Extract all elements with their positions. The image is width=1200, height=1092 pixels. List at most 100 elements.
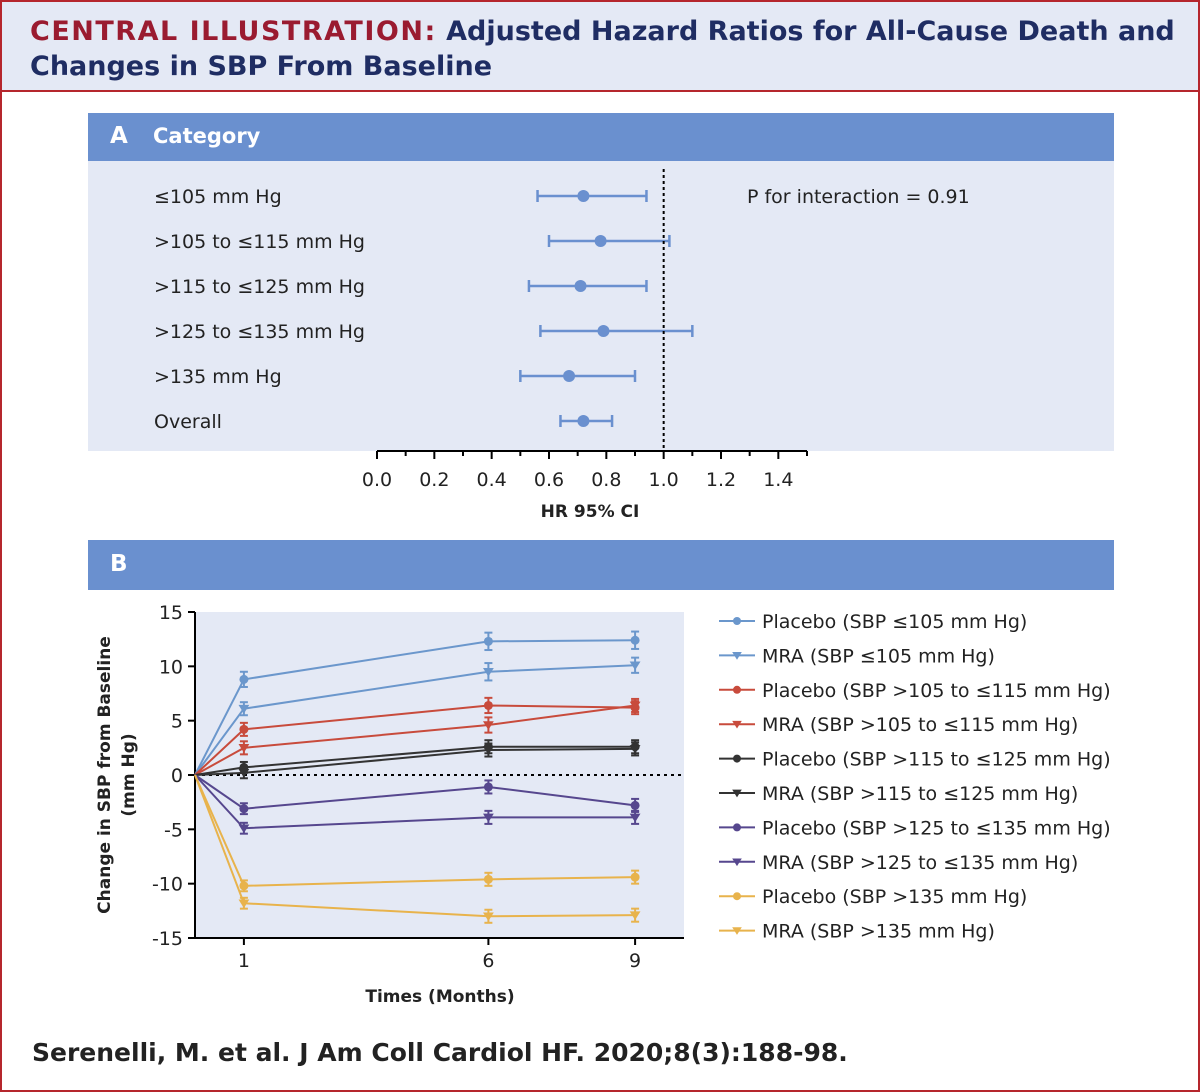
citation: Serenelli, M. et al. J Am Coll Cardiol H… (32, 1038, 848, 1067)
y-tick-label: 10 (159, 656, 183, 678)
x-tick-label: 0.2 (419, 469, 449, 491)
series-line (194, 774, 636, 918)
legend-label: Placebo (SBP ≤105 mm Hg) (762, 611, 1027, 633)
panel-a-letter: A (110, 123, 128, 149)
circle-marker (239, 724, 249, 734)
header: CENTRAL ILLUSTRATION: Adjusted Hazard Ra… (2, 2, 1198, 92)
legend-label: MRA (SBP >125 to ≤135 mm Hg) (762, 852, 1078, 874)
legend-item: Placebo (SBP >125 to ≤135 mm Hg) (719, 817, 1111, 839)
x-axis-title: Times (Months) (365, 987, 514, 1007)
triangle-marker (732, 720, 742, 729)
category-label: ≤105 mm Hg (154, 186, 282, 208)
series-line (194, 704, 636, 776)
circle-marker (483, 874, 493, 884)
y-tick-label: -10 (152, 874, 183, 896)
x-tick-label: 9 (629, 950, 641, 972)
circle-marker (630, 635, 640, 645)
triangle-marker (238, 824, 250, 834)
triangle-marker (629, 745, 641, 754)
triangle-marker (732, 858, 742, 867)
page-title: CENTRAL ILLUSTRATION: Adjusted Hazard Ra… (30, 14, 1180, 84)
legend-item: Placebo (SBP ≤105 mm Hg) (719, 611, 1027, 633)
legend-label: Placebo (SBP >135 mm Hg) (762, 886, 1027, 908)
triangle-marker (483, 721, 494, 730)
legend-item: MRA (SBP >135 mm Hg) (719, 921, 995, 943)
x-tick-label: 0.6 (534, 469, 564, 491)
triangle-marker (629, 701, 641, 711)
triangle-marker (483, 667, 494, 677)
triangle-marker (732, 789, 742, 798)
series-group (194, 774, 640, 816)
circle-marker (483, 782, 493, 792)
legend-item: Placebo (SBP >135 mm Hg) (719, 886, 1027, 908)
legend-item: MRA (SBP >125 to ≤135 mm Hg) (719, 852, 1078, 874)
y-tick-label: -5 (164, 819, 183, 841)
circle-marker (733, 617, 741, 625)
category-label: >135 mm Hg (154, 366, 282, 388)
circle-marker (239, 804, 249, 814)
legend-item: Placebo (SBP >105 to ≤115 mm Hg) (719, 680, 1111, 702)
circle-marker (733, 892, 741, 901)
header-label: CENTRAL ILLUSTRATION: (30, 16, 437, 47)
triangle-marker (238, 744, 250, 753)
line-chart: 15 10 5 0 -5 -10 -15 1 6 9 Placebo (SBP ≤105 mm … (95, 602, 1111, 1007)
panel-b-letter: B (110, 551, 128, 577)
series-group (194, 774, 641, 835)
series-line (194, 745, 636, 776)
legend-item: MRA (SBP >105 to ≤115 mm Hg) (719, 714, 1078, 736)
triangle-marker (732, 927, 742, 935)
triangle-marker (629, 661, 641, 671)
series-group (194, 774, 641, 924)
legend-label: MRA (SBP ≤105 mm Hg) (762, 645, 995, 667)
panel-b-bar: B (88, 540, 1114, 590)
x-axis-title: HR 95% CI (541, 502, 640, 522)
forest-plot-background (88, 161, 1114, 451)
x-tick-label: 0.8 (591, 469, 621, 491)
y-tick-label: 0 (171, 765, 183, 787)
triangle-marker (732, 652, 742, 660)
triangle-marker (629, 813, 641, 823)
series-line (194, 774, 636, 810)
triangle-marker (483, 746, 494, 755)
circle-marker (483, 636, 493, 646)
forest-plot: ≤105 mm Hg >105 to ≤115 mm Hg >115 to ≤125… (88, 161, 1114, 522)
p-interaction-annotation: P for interaction = 0.91 (747, 186, 970, 208)
legend-label: Placebo (SBP >125 to ≤135 mm Hg) (762, 817, 1111, 839)
series-group (194, 630, 640, 776)
x-tick-label: 1.0 (649, 469, 679, 491)
legend-label: Placebo (SBP >105 to ≤115 mm Hg) (762, 680, 1111, 702)
triangle-marker (483, 912, 494, 922)
category-label: >125 to ≤135 mm Hg (154, 321, 365, 343)
legend-label: MRA (SBP >105 to ≤115 mm Hg) (762, 714, 1078, 736)
x-tick-label: 1 (238, 950, 250, 972)
series-line (194, 747, 636, 776)
series-line (194, 774, 636, 830)
x-tick-label: 6 (482, 950, 494, 972)
panel-a-heading: Category (153, 124, 261, 148)
triangle-marker (238, 899, 250, 909)
circle-marker (239, 674, 249, 684)
category-label: Overall (154, 411, 222, 433)
header-title: Adjusted Hazard Ratios for All-Cause Dea… (30, 16, 1175, 82)
series-group (194, 656, 641, 776)
x-tick-label: 0.4 (477, 469, 507, 491)
legend-label: MRA (SBP >115 to ≤125 mm Hg) (762, 783, 1078, 805)
series-line (194, 704, 636, 776)
x-tick-label: 1.4 (763, 469, 793, 491)
hr-point (563, 370, 576, 382)
legend-item: MRA (SBP ≤105 mm Hg) (719, 645, 995, 667)
triangle-marker (629, 911, 641, 921)
series-line (194, 664, 636, 776)
x-tick-label: 0.0 (362, 469, 392, 491)
hr-point (577, 190, 590, 202)
y-tick-label: 5 (171, 711, 183, 733)
circle-marker (733, 685, 741, 694)
category-label: >115 to ≤125 mm Hg (154, 276, 365, 298)
circle-marker (630, 872, 640, 882)
legend-item: MRA (SBP >115 to ≤125 mm Hg) (719, 783, 1078, 805)
circle-marker (733, 754, 741, 763)
legend-label: Placebo (SBP >115 to ≤125 mm Hg) (762, 749, 1111, 771)
triangle-marker (238, 704, 250, 714)
series-group (194, 741, 641, 780)
